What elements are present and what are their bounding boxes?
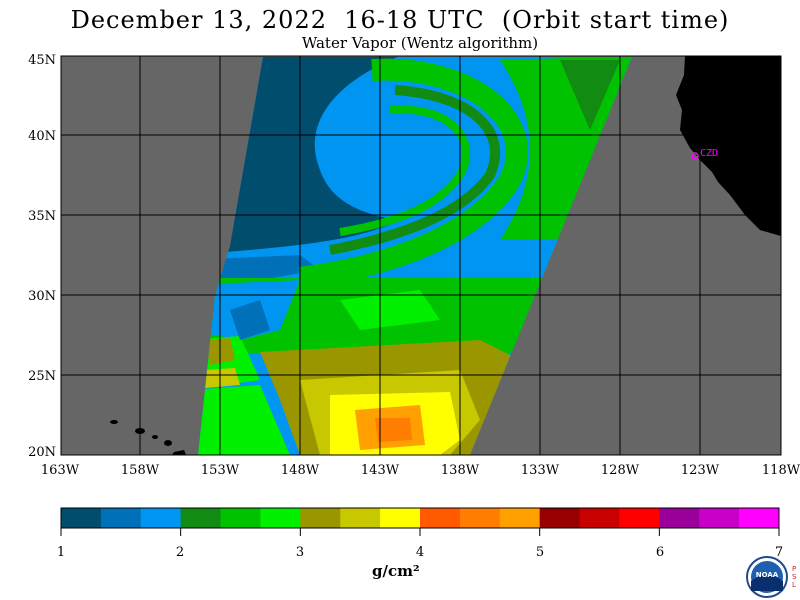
lon-label: 123W [681, 463, 720, 478]
colorbar-tick-labels: 1 2 3 4 5 6 7 [57, 545, 783, 560]
station-label: CZD [700, 148, 718, 159]
colorbar-units: g/cm² [372, 562, 420, 580]
colorbar-tick-label: 6 [656, 545, 664, 560]
psl-side-text: PSL [792, 565, 797, 589]
map-title: December 13, 2022 16-18 UTC (Orbit start… [70, 6, 730, 34]
colorbar-tick-label: 1 [57, 545, 65, 560]
lat-label: 45N [28, 53, 56, 68]
colorbar-segment [659, 508, 700, 528]
colorbar-segment [619, 508, 660, 528]
colorbar [60, 507, 780, 536]
colorbar-segment [61, 508, 102, 528]
lon-label: 133W [521, 463, 560, 478]
colorbar-tick-label: 2 [176, 545, 184, 560]
lon-label: 143W [361, 463, 400, 478]
land-mass [676, 56, 781, 236]
noaa-logo: NOAA [746, 556, 788, 598]
colorbar-segment [260, 508, 301, 528]
lon-label: 163W [41, 463, 80, 478]
colorbar-tick-label: 4 [416, 545, 424, 560]
colorbar-segment [739, 508, 780, 528]
colorbar-segment [579, 508, 620, 528]
lat-lon-grid [61, 56, 781, 455]
colorbar-segment [180, 508, 222, 528]
colorbar-segment [499, 508, 541, 528]
map-subtitle: Water Vapor (Wentz algorithm) [301, 34, 539, 52]
lat-label: 20N [28, 445, 56, 460]
lat-label: 25N [28, 369, 56, 384]
lat-label: 35N [28, 209, 56, 224]
lon-label: 138W [441, 463, 480, 478]
lon-label: 128W [601, 463, 640, 478]
lon-label: 148W [281, 463, 320, 478]
colorbar-segment [539, 508, 581, 528]
colorbar-segment [100, 508, 142, 528]
colorbar-segment [380, 508, 421, 528]
hawaiian-islands [110, 420, 186, 455]
colorbar-segment [300, 508, 341, 528]
lon-label: 158W [121, 463, 160, 478]
colorbar-tick-label: 7 [775, 545, 783, 560]
latitude-labels: 45N 40N 35N 30N 25N 20N [28, 53, 56, 460]
colorbar-tick-label: 3 [296, 545, 304, 560]
colorbar-segment [699, 508, 740, 528]
lat-label: 30N [28, 289, 56, 304]
lon-label: 118W [762, 463, 800, 478]
lon-label: 153W [201, 463, 240, 478]
colorbar-segment [220, 508, 261, 528]
lat-label: 40N [28, 129, 56, 144]
colorbar-tick-label: 5 [536, 545, 544, 560]
colorbar-segment [459, 508, 501, 528]
station-marker: CZD [691, 148, 718, 160]
colorbar-segment [140, 508, 182, 528]
longitude-labels: 163W 158W 153W 148W 143W 138W 133W 128W … [41, 463, 800, 478]
colorbar-segment [340, 508, 381, 528]
map-frame [60, 55, 782, 456]
noaa-logo-text: NOAA [756, 571, 779, 579]
colorbar-segment [420, 508, 461, 528]
